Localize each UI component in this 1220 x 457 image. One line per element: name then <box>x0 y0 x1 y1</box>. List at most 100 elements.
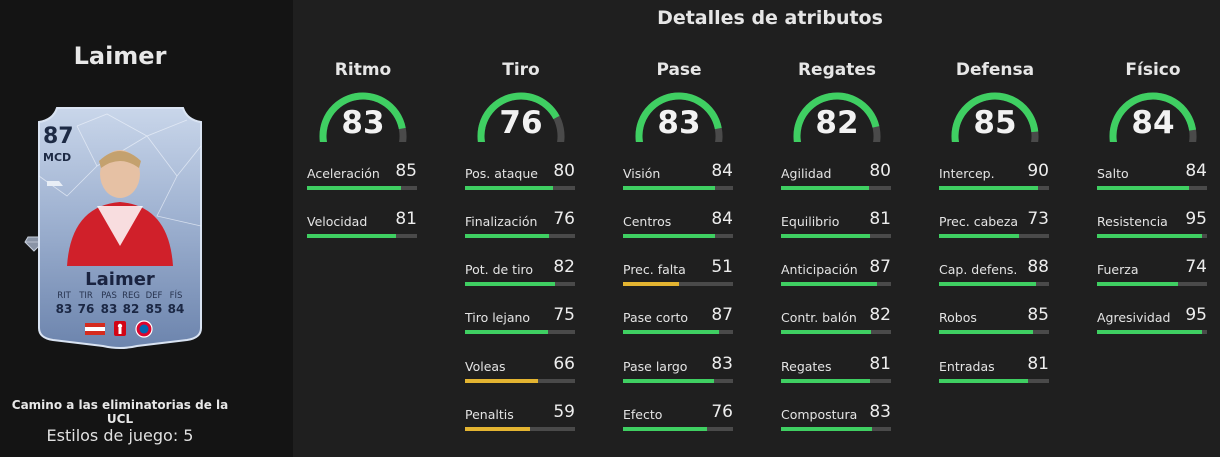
attribute-row: Equilibrio 81 <box>781 209 893 250</box>
category-value: 85 <box>973 105 1017 141</box>
attribute-row: Resistencia 95 <box>1097 209 1209 250</box>
attribute-value: 82 <box>553 257 575 277</box>
attribute-label: Cap. defens. <box>939 262 1018 277</box>
attribute-value: 87 <box>869 257 891 277</box>
attribute-value: 59 <box>553 402 575 422</box>
attribute-label: Tiro lejano <box>465 310 531 325</box>
attribute-bar-fill <box>781 379 871 383</box>
attribute-bar-track <box>623 186 733 190</box>
attribute-value: 90 <box>1027 161 1049 181</box>
attribute-bar-track <box>781 427 891 431</box>
attribute-label: Aceleración <box>307 166 380 181</box>
attribute-bar-fill <box>1097 282 1179 286</box>
attribute-bar-track <box>781 282 891 286</box>
card-player-name: Laimer <box>85 269 155 290</box>
attribute-label: Fuerza <box>1097 262 1139 277</box>
category-value: 76 <box>499 105 543 141</box>
card-stat-label: REG <box>122 291 140 301</box>
card-stat-value: 84 <box>167 302 185 316</box>
attribute-label: Visión <box>623 166 661 181</box>
attribute-bar-track <box>307 186 417 190</box>
attribute-row: Agilidad 80 <box>781 161 893 202</box>
player-name-title: Laimer <box>73 42 167 70</box>
gauge-fill <box>951 92 1039 142</box>
attribute-row: Cap. defens. 88 <box>939 257 1051 298</box>
attribute-bar-fill <box>1097 330 1202 334</box>
category-value: 82 <box>815 105 859 141</box>
attribute-label: Finalización <box>465 214 538 229</box>
attribute-row: Prec. cabeza 73 <box>939 209 1051 250</box>
attribute-row: Tiro lejano 75 <box>465 305 577 346</box>
attribute-value: 84 <box>711 161 733 181</box>
attribute-value: 81 <box>1027 354 1049 374</box>
club-crest-icon <box>135 320 153 338</box>
attribute-label: Pos. ataque <box>465 166 538 181</box>
attribute-row: Centros 84 <box>623 209 735 250</box>
attribute-bar-fill <box>623 234 716 238</box>
attribute-row: Regates 81 <box>781 354 893 395</box>
attribute-bar-fill <box>781 234 871 238</box>
attribute-row: Intercep. 90 <box>939 161 1051 202</box>
category-gauge <box>319 92 407 142</box>
category-name: Regates <box>797 60 877 80</box>
attribute-value: 74 <box>1185 257 1207 277</box>
attribute-bar-fill <box>623 186 716 190</box>
category-name: Defensa <box>955 60 1035 80</box>
attribute-value: 83 <box>869 402 891 422</box>
attribute-bar-track <box>623 427 733 431</box>
attribute-row: Aceleración 85 <box>307 161 419 202</box>
category-gauge <box>951 92 1039 142</box>
attribute-label: Anticipación <box>781 262 858 277</box>
attribute-value: 85 <box>1027 305 1049 325</box>
attribute-label: Voleas <box>465 359 506 374</box>
attribute-value: 81 <box>869 354 891 374</box>
gauge-fill <box>635 92 722 142</box>
attribute-bar-fill <box>465 427 530 431</box>
attribute-row: Anticipación 87 <box>781 257 893 298</box>
category-gauge <box>635 92 723 142</box>
attribute-label: Agresividad <box>1097 310 1171 325</box>
attribute-row: Pase corto 87 <box>623 305 735 346</box>
card-stat-label: TIR <box>79 291 93 301</box>
attribute-label: Compostura <box>781 407 858 422</box>
attribute-bar-fill <box>1097 234 1202 238</box>
attribute-bar-track <box>465 379 575 383</box>
player-summary-panel: Laimer <box>0 0 293 457</box>
category-tiro: Tiro 76 Pos. ataque 80 Finalización 76 Pot. de… <box>465 0 577 457</box>
card-stat-value: 76 <box>77 302 95 316</box>
card-stat-label: RIT <box>57 291 71 301</box>
attribute-row: Velocidad 81 <box>307 209 419 250</box>
attribute-label: Contr. balón <box>781 310 857 325</box>
attribute-row: Contr. balón 82 <box>781 305 893 346</box>
attribute-bar-fill <box>465 234 549 238</box>
attribute-row: Pot. de tiro 82 <box>465 257 577 298</box>
attribute-label: Velocidad <box>307 214 368 229</box>
league-logo-icon <box>114 321 126 336</box>
attribute-bar-fill <box>939 282 1036 286</box>
attribute-label: Pot. de tiro <box>465 262 534 277</box>
attribute-bar-fill <box>781 427 873 431</box>
boot-icon <box>47 181 63 186</box>
attribute-label: Prec. cabeza <box>939 214 1019 229</box>
attribute-row: Efecto 76 <box>623 402 735 443</box>
attribute-row: Compostura 83 <box>781 402 893 443</box>
attribute-bar-fill <box>781 186 869 190</box>
attribute-bar-fill <box>623 379 715 383</box>
attribute-label: Robos <box>939 310 977 325</box>
attribute-value: 84 <box>711 209 733 229</box>
attribute-row: Penaltis 59 <box>465 402 577 443</box>
category-ritmo: Ritmo 83 Aceleración 85 Velocidad 81 <box>307 0 419 457</box>
player-card[interactable]: 87 MCD Laimer RIT 83 TIR 76 PAS 83 REG 82 DEF 85 F… <box>37 106 203 350</box>
attribute-bar-fill <box>939 379 1029 383</box>
card-stat-label: DEF <box>145 291 163 301</box>
card-stat-value: 83 <box>100 302 118 316</box>
attribute-bar-track <box>623 330 733 334</box>
attribute-value: 80 <box>869 161 891 181</box>
category-gauge <box>477 92 565 142</box>
attribute-bar-fill <box>465 379 538 383</box>
attribute-label: Penaltis <box>465 407 514 422</box>
card-stat-value: 85 <box>145 302 163 316</box>
attribute-label: Centros <box>623 214 672 229</box>
attribute-bar-fill <box>939 234 1020 238</box>
attribute-bar-fill <box>465 282 556 286</box>
